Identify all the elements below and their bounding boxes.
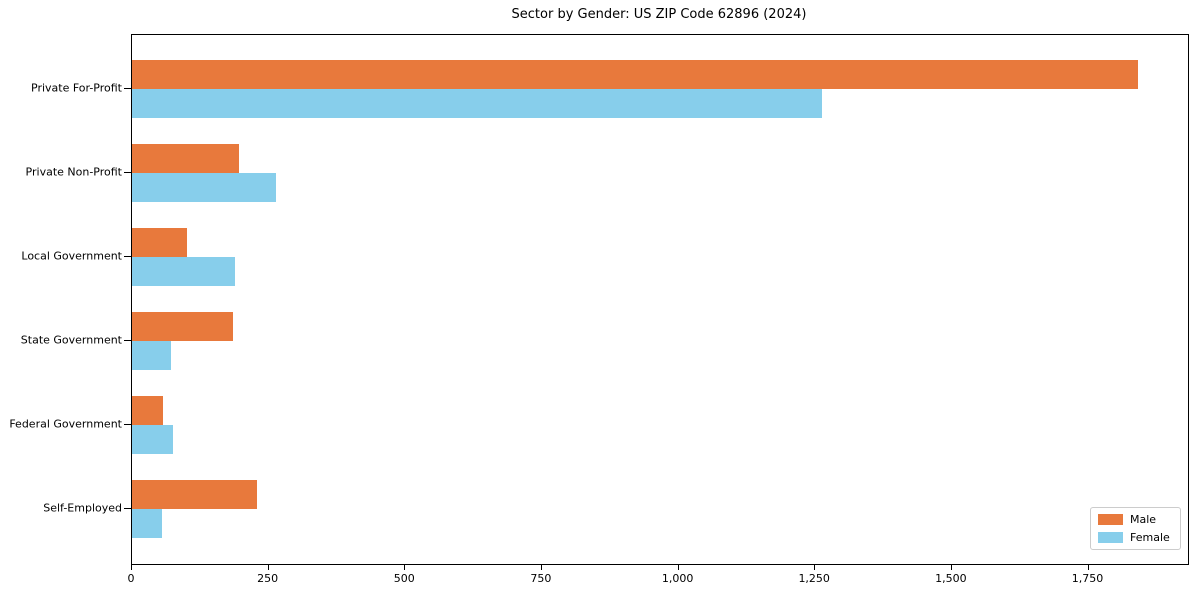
legend-swatch-female [1098, 532, 1123, 543]
plot-area [131, 34, 1189, 565]
y-tick-mark [124, 172, 131, 173]
y-tick-mark [124, 340, 131, 341]
y-axis-label-self-employed: Self-Employed [43, 501, 122, 515]
bar-male-federal-government [132, 396, 164, 425]
x-tick-mark [404, 565, 406, 570]
x-tick-mark [814, 565, 816, 570]
x-tick-label: 1,750 [1071, 572, 1104, 585]
x-tick-mark [540, 565, 542, 570]
bar-female-self-employed [132, 509, 163, 538]
y-axis-label-federal-government: Federal Government [9, 417, 122, 431]
bar-female-private-for-profit [132, 89, 823, 118]
bar-male-state-government [132, 312, 234, 341]
bar-male-private-non-profit [132, 144, 239, 173]
legend: Male Female [1090, 507, 1181, 550]
legend-swatch-male [1098, 514, 1123, 525]
x-tick-mark [1087, 565, 1089, 570]
x-tick-label: 750 [530, 572, 552, 585]
y-tick-mark [124, 88, 131, 89]
bar-female-state-government [132, 341, 171, 370]
x-tick-mark [677, 565, 679, 570]
bar-female-local-government [132, 257, 236, 286]
bar-male-self-employed [132, 480, 258, 509]
y-tick-mark [124, 424, 131, 425]
legend-entry-female: Female [1098, 531, 1170, 544]
x-tick-label: 1,500 [935, 572, 967, 585]
x-tick-label: 1,250 [798, 572, 830, 585]
x-tick-mark [950, 565, 952, 570]
x-tick-mark [267, 565, 269, 570]
x-tick-mark [131, 565, 132, 570]
bar-male-private-for-profit [132, 60, 1138, 89]
legend-entry-male: Male [1098, 513, 1170, 526]
y-tick-mark [124, 508, 131, 509]
y-tick-mark [124, 256, 131, 257]
x-tick-label: 0 [127, 572, 135, 585]
legend-label: Male [1130, 513, 1157, 526]
y-axis-label-private-non-profit: Private Non-Profit [25, 165, 122, 179]
x-tick-label: 1,000 [661, 572, 694, 585]
legend-label: Female [1130, 531, 1170, 544]
y-axis-label-private-for-profit: Private For-Profit [31, 81, 122, 95]
y-axis-label-state-government: State Government [20, 333, 122, 347]
bar-female-federal-government [132, 425, 173, 454]
bar-female-private-non-profit [132, 173, 277, 202]
x-tick-label: 500 [393, 572, 415, 585]
bar-male-local-government [132, 228, 187, 257]
chart-title: Sector by Gender: US ZIP Code 62896 (202… [511, 7, 807, 22]
x-tick-label: 250 [257, 572, 279, 585]
y-axis-label-local-government: Local Government [21, 249, 122, 263]
